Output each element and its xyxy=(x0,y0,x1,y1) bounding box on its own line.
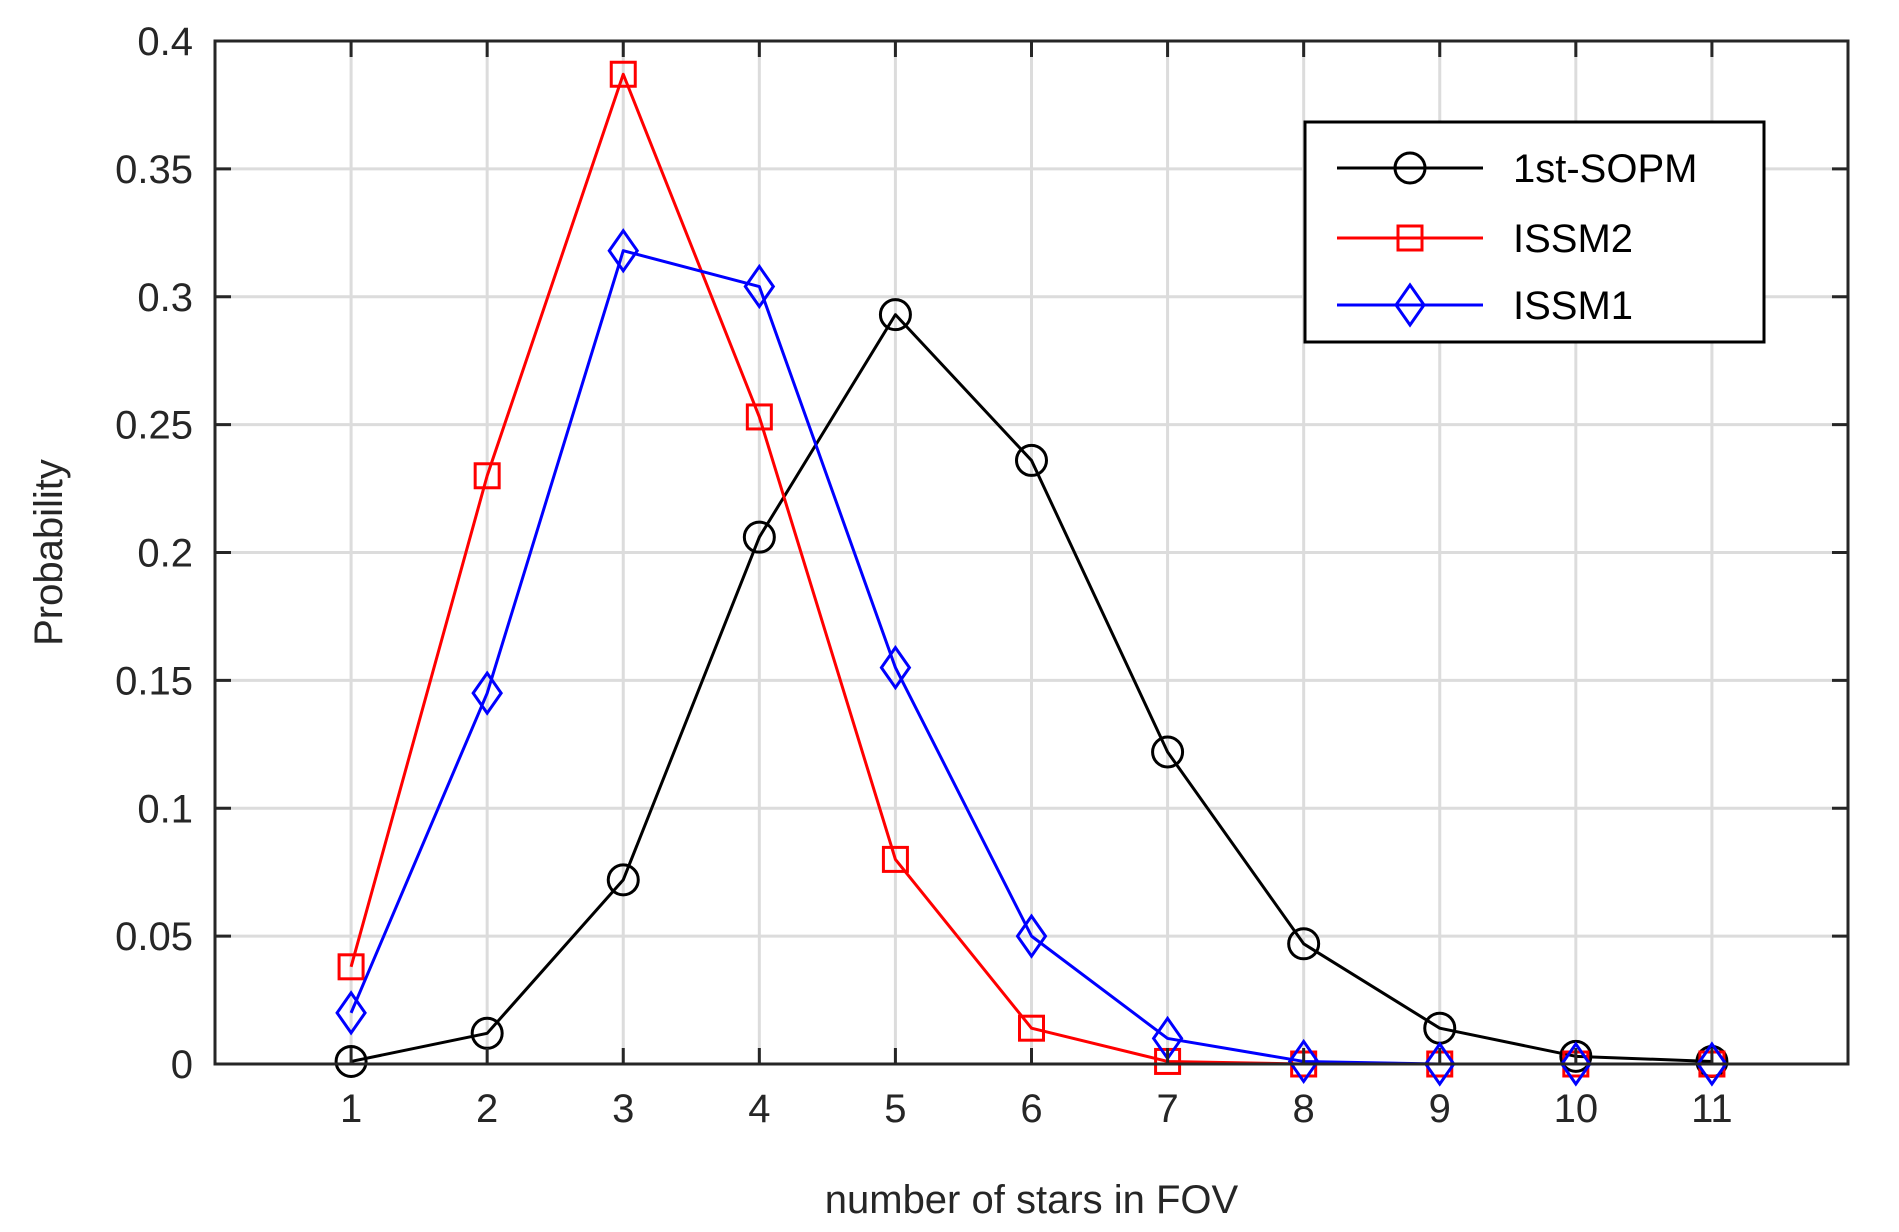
x-axis-title: number of stars in FOV xyxy=(825,1178,1239,1222)
y-tick-label: 0.25 xyxy=(115,404,193,448)
data-point-1st-sopm xyxy=(1015,443,1048,477)
legend-label: 1st-SOPM xyxy=(1513,147,1697,191)
axes: 1 2 3 4 5 6 7 8 9 10 11 0 0.05 0.1 0.15 0.2 0.25 0.3 0.35 0… xyxy=(115,20,1850,1131)
legend-entry-1st-sopm: 1st-SOPM xyxy=(1337,147,1697,191)
legend-label: ISSM1 xyxy=(1513,284,1633,328)
y-tick-label: 0.05 xyxy=(115,915,193,959)
x-tick-label: 6 xyxy=(1020,1087,1042,1131)
legend-entry-issm2: ISSM2 xyxy=(1337,217,1633,261)
data-point-1st-sopm xyxy=(878,298,912,332)
data-point-issm2 xyxy=(881,845,909,873)
x-tick-label: 11 xyxy=(1691,1087,1733,1131)
y-tick-label: 0.35 xyxy=(115,148,193,192)
data-point-issm2 xyxy=(337,953,365,981)
data-point-issm1 xyxy=(607,228,640,274)
data-point-1st-sopm xyxy=(606,863,640,897)
x-tick-label: 8 xyxy=(1293,1087,1315,1131)
data-point-issm2 xyxy=(745,403,773,431)
series-1st-sopm xyxy=(334,298,1729,1078)
data-point-issm2 xyxy=(473,462,501,490)
data-point-1st-sopm xyxy=(334,1044,368,1078)
legend-marker xyxy=(1394,282,1426,328)
y-tick-label: 0 xyxy=(171,1043,193,1087)
legend-entry-issm1: ISSM1 xyxy=(1337,282,1633,328)
legend-marker xyxy=(1396,224,1424,252)
data-point-issm1 xyxy=(879,644,912,691)
y-tick-label: 0.4 xyxy=(137,20,193,64)
legend-marker xyxy=(1393,151,1427,185)
data-point-1st-sopm xyxy=(1151,735,1185,769)
data-point-issm1 xyxy=(1423,1041,1456,1087)
y-tick-label: 0.1 xyxy=(137,787,193,831)
x-tick-label: 5 xyxy=(884,1087,906,1131)
data-point-issm2 xyxy=(1018,1014,1045,1042)
x-tick-label: 2 xyxy=(476,1087,498,1131)
data-point-1st-sopm xyxy=(1559,1039,1593,1073)
x-tick-label: 4 xyxy=(748,1087,770,1131)
series-line-1st-sopm xyxy=(350,313,1712,1063)
data-point-1st-sopm xyxy=(1287,927,1321,961)
data-point-1st-sopm xyxy=(742,520,776,554)
data-point-issm1 xyxy=(471,670,503,716)
y-tick-label: 0.3 xyxy=(137,276,193,320)
data-point-issm1 xyxy=(1015,913,1048,959)
x-tick-label: 3 xyxy=(612,1087,634,1131)
y-tick-label: 0.15 xyxy=(115,659,193,703)
legend-label: ISSM2 xyxy=(1513,217,1633,261)
x-tick-label: 7 xyxy=(1156,1087,1178,1131)
data-point-issm1 xyxy=(743,263,776,310)
data-point-issm1 xyxy=(1560,1041,1592,1087)
data-point-issm1 xyxy=(1287,1038,1320,1085)
y-tick-label: 0.2 xyxy=(137,532,193,576)
legend: 1st-SOPM ISSM2 ISSM1 xyxy=(1303,120,1766,344)
data-point-issm2 xyxy=(609,60,637,88)
data-point-issm1 xyxy=(335,990,367,1036)
x-tick-label: 1 xyxy=(340,1087,362,1131)
x-tick-label: 10 xyxy=(1554,1087,1599,1131)
x-tick-label: 9 xyxy=(1429,1087,1451,1131)
y-axis-title: Probability xyxy=(27,459,71,646)
data-point-issm1 xyxy=(1696,1041,1728,1087)
